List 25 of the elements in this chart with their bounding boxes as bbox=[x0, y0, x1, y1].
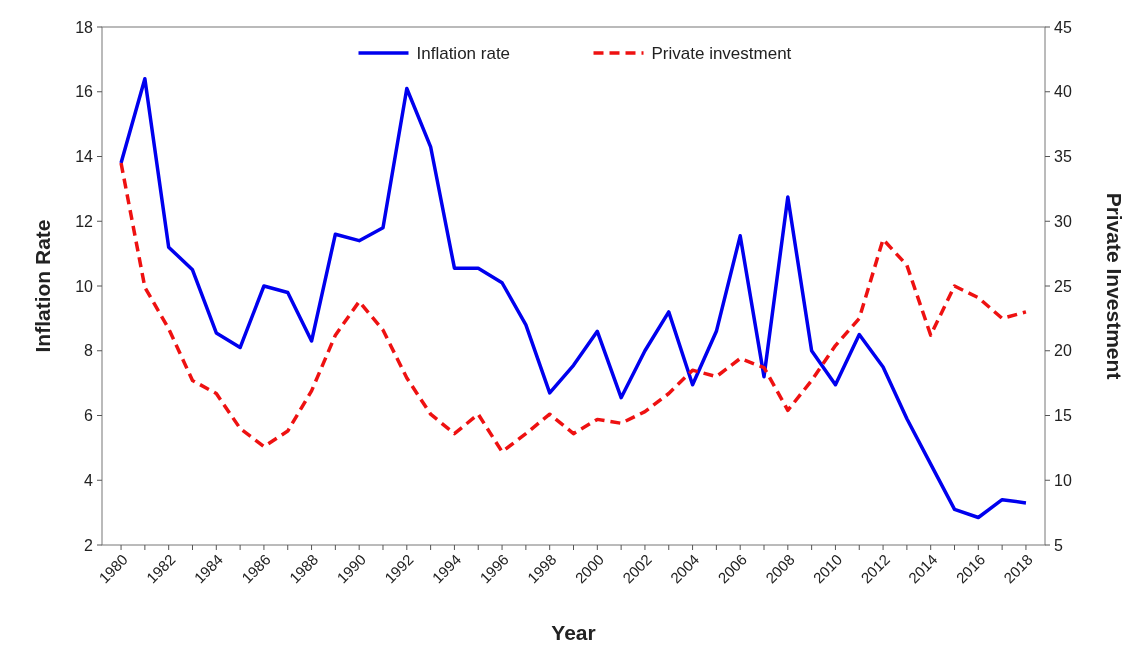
y2-tick-label: 30 bbox=[1054, 212, 1072, 230]
y2-axis-title: Private Investment bbox=[1103, 192, 1126, 380]
y-axis-title: Inflation Rate bbox=[31, 219, 54, 353]
y-tick-label: 10 bbox=[75, 277, 94, 295]
y-tick-label: 2 bbox=[84, 536, 94, 554]
y-tick-label: 18 bbox=[75, 18, 94, 36]
y2-tick-label: 45 bbox=[1054, 18, 1072, 36]
line-series bbox=[119, 77, 1028, 520]
y2-tick-label: 20 bbox=[1054, 342, 1072, 360]
y2-tick-label: 10 bbox=[1054, 471, 1072, 489]
y-tick-label: 4 bbox=[84, 471, 94, 489]
y-tick-label: 12 bbox=[75, 212, 94, 230]
y-tick-label: 6 bbox=[84, 407, 94, 425]
y2-tick-label: 35 bbox=[1054, 148, 1072, 166]
legend-label: Inflation rate bbox=[416, 43, 511, 63]
y-tick-label: 8 bbox=[84, 342, 94, 360]
line-series bbox=[119, 161, 1028, 454]
legend-label: Private investment bbox=[651, 43, 792, 63]
y2-tick-label: 25 bbox=[1054, 277, 1072, 295]
y-tick-label: 16 bbox=[75, 83, 94, 101]
y2-tick-label: 5 bbox=[1054, 536, 1063, 554]
y2-tick-label: 15 bbox=[1054, 407, 1072, 425]
y-tick-label: 14 bbox=[75, 148, 94, 166]
x-axis-title: Year bbox=[551, 621, 596, 644]
y2-tick-label: 40 bbox=[1054, 83, 1072, 101]
